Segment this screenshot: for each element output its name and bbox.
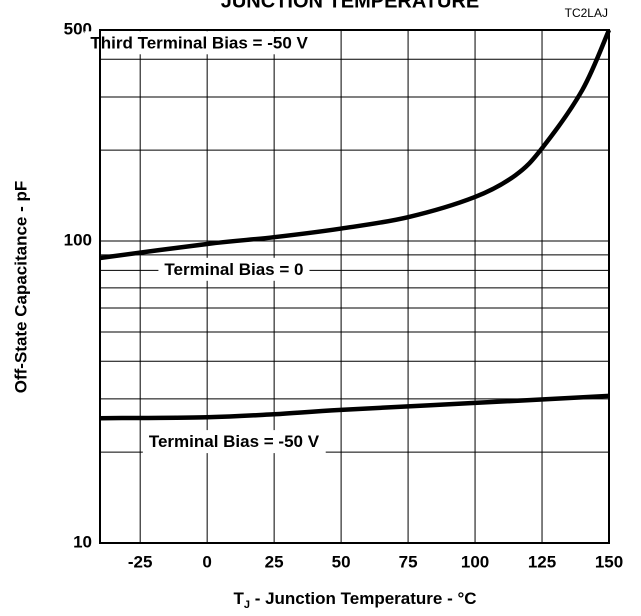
- y-axis-label: Off-State Capacitance - pF: [11, 181, 30, 394]
- plot-frame: [99, 29, 610, 544]
- figure-code: TC2LAJ: [565, 6, 608, 20]
- x-tick-label: 75: [399, 552, 418, 571]
- curve: [99, 29, 612, 261]
- x-axis-label: TJ - Junction Temperature - °C: [233, 589, 476, 610]
- annotation: Third Terminal Bias = -50 V: [90, 33, 308, 52]
- curve: [99, 393, 610, 421]
- y-tick-label: 10: [73, 532, 92, 551]
- annotation-bg: [142, 430, 326, 454]
- x-tick-label: 100: [461, 552, 489, 571]
- x-tick-label: 50: [332, 552, 351, 571]
- annotation-bg: [84, 31, 315, 55]
- annotation: Terminal Bias = 0: [164, 260, 303, 279]
- annotation: Terminal Bias = -50 V: [149, 432, 320, 451]
- x-label-rest: - Junction Temperature - °C: [250, 589, 477, 608]
- x-tick-label: 0: [202, 552, 211, 571]
- annotation-bg: [158, 257, 310, 281]
- x-tick-label: 25: [265, 552, 284, 571]
- x-tick-label: 125: [528, 552, 556, 571]
- x-tick-label: 150: [595, 552, 623, 571]
- x-label-main: T: [233, 589, 244, 608]
- y-tick-label: 100: [64, 231, 92, 250]
- x-label-sub: J: [244, 599, 250, 611]
- chart-title: JUNCTION TEMPERATURE: [221, 0, 480, 12]
- x-tick-label: -25: [128, 552, 153, 571]
